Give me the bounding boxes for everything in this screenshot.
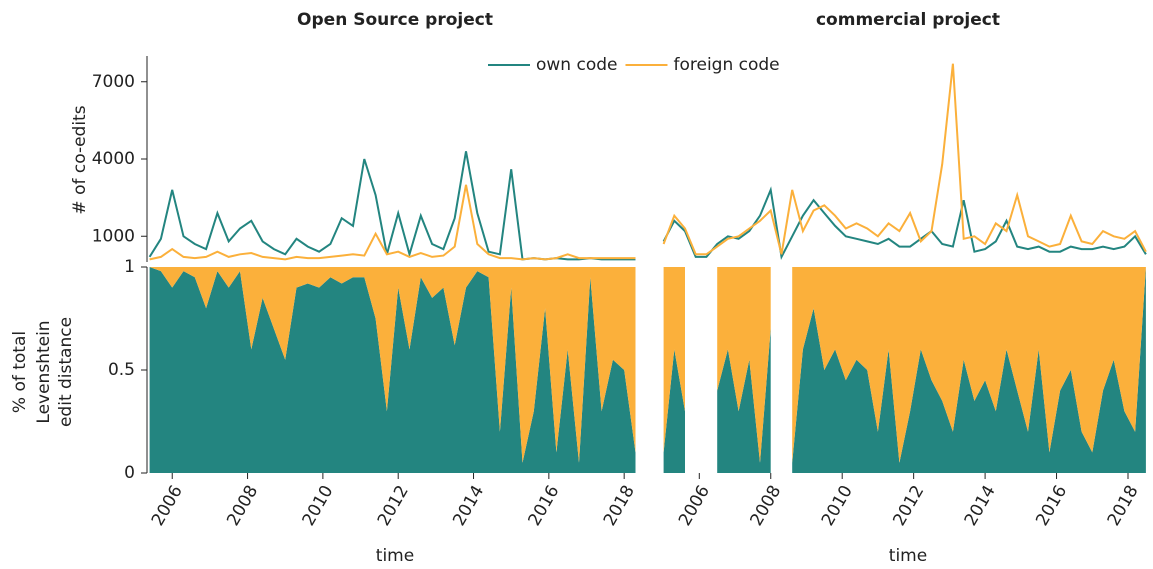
x-tick-label: 2016 bbox=[1032, 482, 1071, 529]
x-tick-label: 2008 bbox=[223, 482, 262, 529]
line bbox=[149, 184, 636, 261]
area bbox=[717, 328, 771, 473]
x-tick-label: 2018 bbox=[600, 482, 639, 529]
x-tick-label: 2016 bbox=[525, 482, 564, 529]
plot bbox=[662, 63, 1147, 261]
x-axis-label: time bbox=[889, 546, 927, 566]
y-axis-label: edit distance bbox=[56, 317, 76, 427]
y-tick-label: 0 bbox=[124, 463, 135, 483]
x-tick-label: 2014 bbox=[449, 482, 488, 529]
area bbox=[792, 267, 1146, 463]
x-tick-label: 2014 bbox=[961, 482, 1000, 529]
line bbox=[662, 186, 1147, 261]
x-tick-label: 2010 bbox=[818, 482, 857, 529]
x-tick-label: 2012 bbox=[374, 482, 413, 529]
legend-label: foreign code bbox=[673, 55, 779, 75]
y-axis-label: % of total bbox=[10, 331, 30, 413]
area bbox=[717, 267, 771, 463]
y-tick-label: 1000 bbox=[92, 226, 135, 246]
x-tick-label: 2006 bbox=[675, 482, 714, 529]
y-tick-label: 1 bbox=[124, 257, 135, 277]
chart-title: Open Source project bbox=[297, 10, 493, 30]
x-tick-label: 2018 bbox=[1104, 482, 1143, 529]
x-tick-label: 2010 bbox=[299, 482, 338, 529]
y-axis-label: Levenshtein bbox=[34, 320, 54, 423]
x-tick-label: 2008 bbox=[746, 482, 785, 529]
x-tick-label: 2012 bbox=[889, 482, 928, 529]
x-axis-label: time bbox=[376, 546, 414, 566]
y-tick-label: 4000 bbox=[92, 149, 135, 169]
plot bbox=[663, 267, 1146, 473]
line bbox=[662, 63, 1147, 256]
area bbox=[149, 267, 636, 473]
legend-label: own code bbox=[536, 55, 617, 75]
area bbox=[792, 267, 1146, 473]
x-tick-label: 2006 bbox=[148, 482, 187, 529]
y-axis-label: # of co-edits bbox=[70, 105, 90, 214]
plot bbox=[149, 267, 636, 473]
area bbox=[149, 267, 636, 463]
line bbox=[148, 151, 636, 261]
y-tick-label: 7000 bbox=[92, 72, 135, 92]
chart-title: commercial project bbox=[816, 10, 1000, 30]
area bbox=[663, 349, 685, 473]
area bbox=[663, 267, 685, 453]
plot bbox=[148, 151, 636, 261]
y-tick-label: 0.5 bbox=[108, 360, 135, 380]
